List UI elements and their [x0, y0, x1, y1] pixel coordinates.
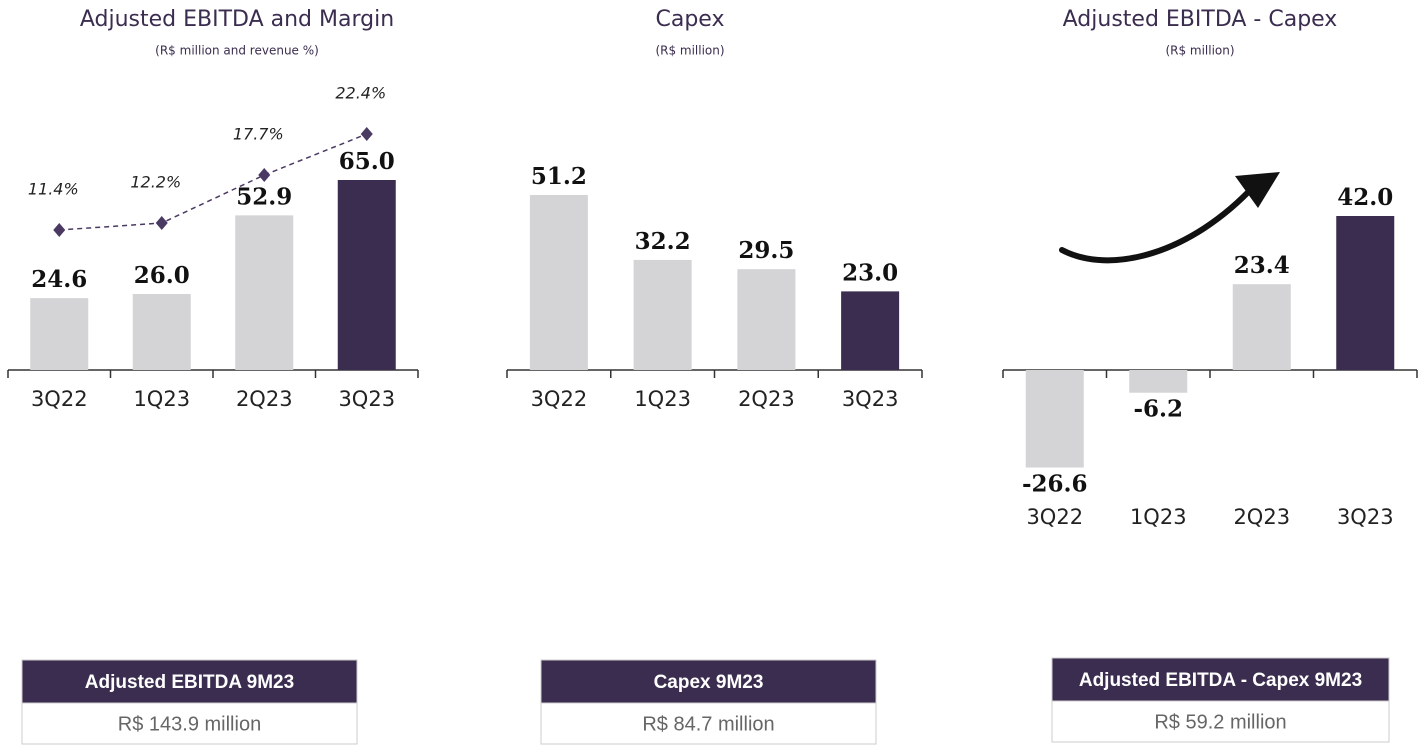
margin-point — [53, 223, 66, 237]
bar — [529, 195, 588, 370]
chart-title: Capex — [656, 7, 725, 32]
margin-point — [360, 127, 373, 141]
summary-title: Adjusted EBITDA - Capex 9M23 — [1079, 670, 1362, 691]
value-label: 42.0 — [1337, 184, 1393, 211]
value-label: 26.0 — [134, 262, 190, 289]
bar — [337, 180, 396, 370]
summary-body — [540, 702, 877, 745]
bar — [235, 215, 294, 370]
value-label: 23.4 — [1234, 252, 1290, 279]
value-label: 24.6 — [31, 266, 87, 293]
summary-header — [1051, 657, 1390, 702]
bar — [841, 291, 900, 370]
chart-subtitle: (R$ million) — [1165, 44, 1234, 58]
summary-value: R$ 84.7 million — [642, 713, 774, 735]
value-label: 23.0 — [842, 259, 898, 286]
trend-arrow — [1059, 182, 1258, 264]
margin-label: 12.2% — [130, 173, 181, 192]
chart-title: Adjusted EBITDA and Margin — [80, 7, 394, 32]
value-label: -26.6 — [1022, 471, 1088, 498]
x-tick-label: 3Q22 — [531, 387, 588, 411]
summary-title: Adjusted EBITDA 9M23 — [85, 672, 294, 693]
value-label: 51.2 — [531, 163, 587, 190]
x-tick-label: 3Q23 — [842, 387, 899, 411]
x-tick-label: 3Q22 — [1026, 505, 1083, 529]
x-tick-label: 2Q23 — [738, 387, 795, 411]
bar — [1129, 370, 1188, 393]
trend-arrow-head — [1235, 172, 1280, 208]
x-tick-label: 3Q22 — [31, 387, 88, 411]
chart-subtitle: (R$ million and revenue %) — [155, 44, 319, 58]
summary-value: R$ 143.9 million — [118, 713, 261, 735]
bar — [737, 269, 796, 370]
x-tick-label: 2Q23 — [1233, 505, 1290, 529]
margin-label: 11.4% — [28, 180, 79, 199]
x-tick-label: 1Q23 — [634, 387, 691, 411]
bar — [1336, 216, 1395, 370]
margin-point — [155, 216, 168, 231]
x-tick-label: 2Q23 — [236, 387, 293, 411]
x-tick-label: 1Q23 — [133, 387, 190, 411]
value-label: -6.2 — [1133, 396, 1183, 423]
bar — [633, 259, 692, 370]
value-label: 65.0 — [339, 148, 395, 175]
bar — [1232, 284, 1291, 370]
chart-subtitle: (R$ million) — [655, 44, 724, 58]
bar — [132, 294, 191, 370]
value-label: 32.2 — [635, 228, 691, 255]
margin-label: 17.7% — [233, 125, 284, 144]
summary-title: Capex 9M23 — [654, 672, 764, 693]
margin-line — [59, 133, 368, 231]
margin-point — [258, 168, 271, 183]
summary-header — [540, 659, 877, 704]
value-label: 29.5 — [738, 237, 794, 264]
margin-label: 22.4% — [335, 84, 386, 103]
summary-body — [1051, 700, 1390, 743]
bar — [30, 298, 89, 370]
bar — [1025, 370, 1084, 468]
chart-title: Adjusted EBITDA - Capex — [1063, 7, 1338, 32]
x-tick-label: 3Q23 — [338, 387, 395, 411]
x-tick-label: 3Q23 — [1337, 505, 1394, 529]
summary-body — [21, 702, 358, 745]
summary-value: R$ 59.2 million — [1154, 711, 1286, 733]
value-label: 52.9 — [236, 183, 292, 210]
x-tick-label: 1Q23 — [1130, 505, 1187, 529]
